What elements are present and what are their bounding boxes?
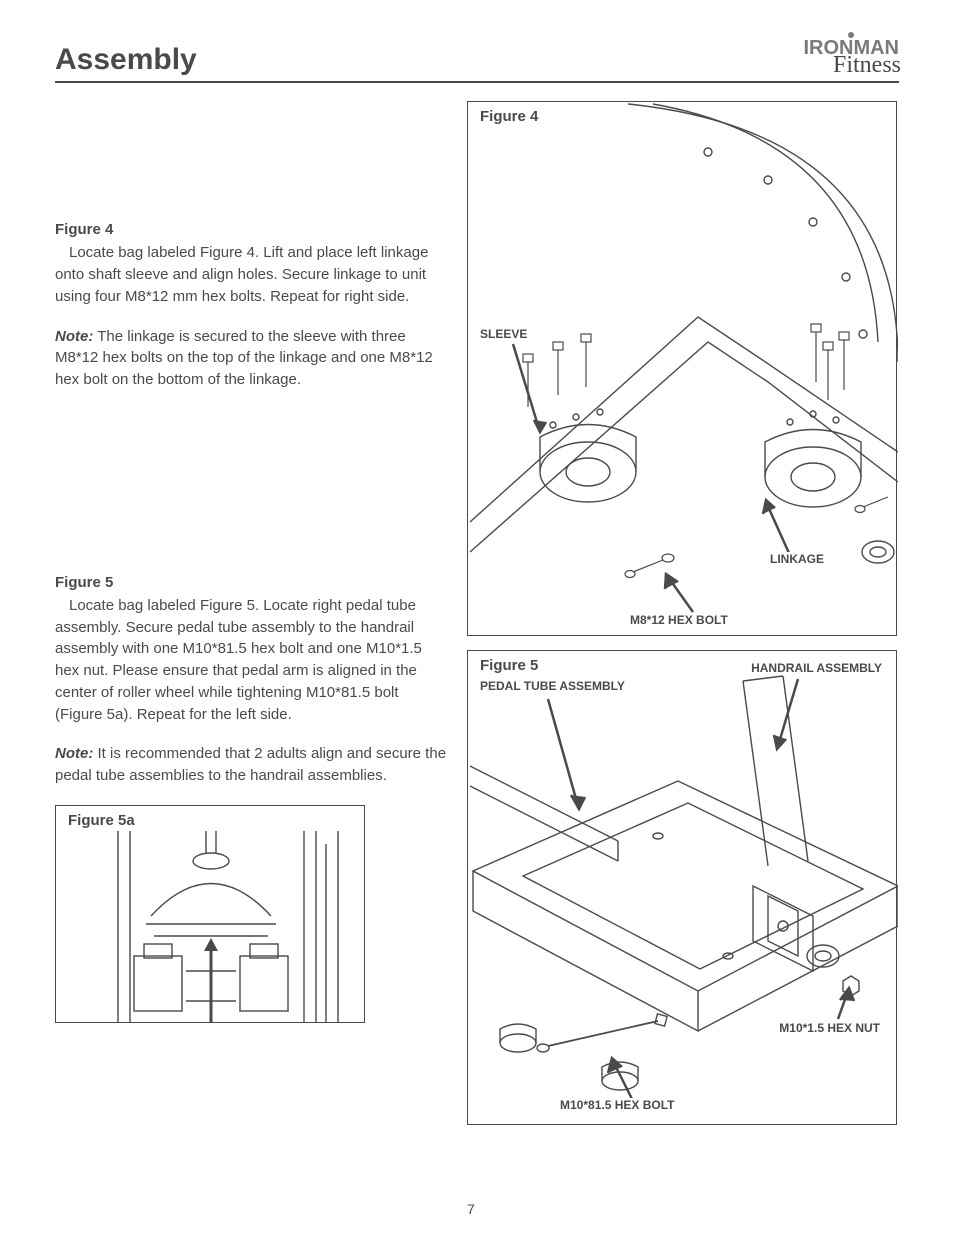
figure-5-note: Note: It is recommended that 2 adults al… (55, 743, 447, 787)
figure-5a-diagram: Figure 5a (55, 805, 365, 1023)
figure-5a-svg (56, 806, 365, 1023)
callout-handrail: HANDRAIL ASSEMBLY (749, 661, 884, 675)
figure-4-svg (468, 102, 898, 637)
page-number: 7 (467, 1201, 475, 1217)
figure-5a-title: Figure 5a (66, 812, 137, 829)
figure-5-heading: Figure 5 (55, 574, 447, 591)
figure-5-diagram: Figure 5 PEDAL TUBE ASSEMBLY HANDRAIL AS… (467, 650, 897, 1125)
figure-5-instructions: Locate bag labeled Figure 5. Locate righ… (55, 595, 447, 726)
brand-logo: IRONMAN Fitness (803, 40, 899, 77)
logo-wordmark-top: IRONMAN (803, 40, 899, 57)
callout-pedal-tube: PEDAL TUBE ASSEMBLY (478, 679, 627, 693)
figure-4-diagram: Figure 4 SLEEVE LINKAGE M8*12 HEX BOLT (467, 101, 897, 636)
callout-linkage: LINKAGE (768, 552, 826, 566)
figure-4-title: Figure 4 (478, 108, 540, 125)
page-header: Assembly IRONMAN Fitness (55, 40, 899, 83)
callout-hex-bolt: M10*81.5 HEX BOLT (558, 1098, 676, 1112)
callout-hex-nut: M10*1.5 HEX NUT (777, 1021, 882, 1035)
figure-4-instructions: Locate bag labeled Figure 4. Lift and pl… (55, 242, 447, 307)
callout-m8-bolt: M8*12 HEX BOLT (628, 613, 730, 627)
figure-5-title: Figure 5 (478, 657, 540, 674)
figure-5-svg (468, 651, 898, 1126)
figure-4-note: Note: The linkage is secured to the slee… (55, 326, 447, 391)
page-title: Assembly (55, 43, 197, 77)
callout-sleeve: SLEEVE (478, 327, 529, 341)
figure-4-heading: Figure 4 (55, 221, 447, 238)
